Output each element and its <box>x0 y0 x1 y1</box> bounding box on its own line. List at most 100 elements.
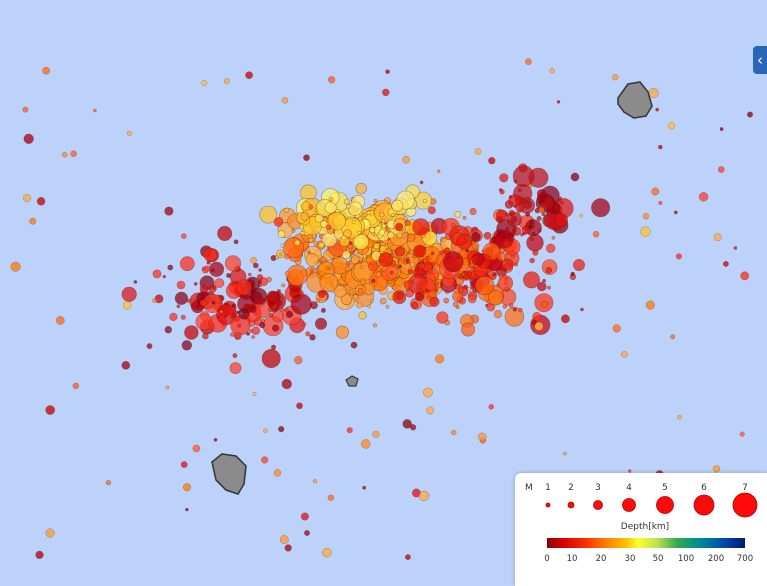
epicenter[interactable] <box>291 228 296 233</box>
epicenter[interactable] <box>443 297 450 304</box>
epicenter[interactable] <box>396 232 403 239</box>
epicenter[interactable] <box>10 261 21 272</box>
epicenter[interactable] <box>203 265 211 272</box>
panel-toggle-button[interactable]: ‹ <box>753 46 767 74</box>
epicenter[interactable] <box>165 385 170 390</box>
epicenter[interactable] <box>677 414 682 420</box>
epicenter[interactable] <box>506 211 522 227</box>
epicenter[interactable] <box>360 265 364 269</box>
epicenter[interactable] <box>224 255 242 272</box>
epicenter[interactable] <box>152 298 158 304</box>
epicenter[interactable] <box>259 322 266 329</box>
epicenter[interactable] <box>501 258 514 271</box>
epicenter[interactable] <box>713 233 722 242</box>
epicenter[interactable] <box>452 301 459 308</box>
epicenter[interactable] <box>55 316 65 325</box>
epicenter[interactable] <box>266 276 272 283</box>
epicenter[interactable] <box>314 213 324 223</box>
epicenter[interactable] <box>572 258 585 271</box>
epicenter[interactable] <box>214 278 225 289</box>
epicenter[interactable] <box>431 262 436 267</box>
epicenter[interactable] <box>454 210 462 218</box>
epicenter[interactable] <box>181 233 187 239</box>
epicenter[interactable] <box>387 231 395 239</box>
epicenter[interactable] <box>304 530 310 536</box>
epicenter[interactable] <box>675 253 682 260</box>
epicenter[interactable] <box>436 169 441 173</box>
epicenter[interactable] <box>483 231 492 240</box>
epicenter[interactable] <box>348 201 363 216</box>
epicenter[interactable] <box>504 306 525 327</box>
epicenter[interactable] <box>537 228 542 233</box>
epicenter[interactable] <box>435 354 445 364</box>
epicenter[interactable] <box>560 314 570 324</box>
epicenter[interactable] <box>379 245 387 253</box>
epicenter[interactable] <box>335 325 350 339</box>
epicenter[interactable] <box>284 308 289 313</box>
epicenter[interactable] <box>528 224 534 230</box>
epicenter[interactable] <box>385 69 390 75</box>
epicenter[interactable] <box>369 227 376 234</box>
epicenter[interactable] <box>386 247 391 252</box>
epicenter[interactable] <box>492 272 497 277</box>
epicenter[interactable] <box>271 310 284 323</box>
epicenter[interactable] <box>722 260 729 267</box>
epicenter[interactable] <box>279 307 284 312</box>
epicenter[interactable] <box>29 217 37 225</box>
epicenter[interactable] <box>477 432 487 442</box>
epicenter[interactable] <box>36 197 46 206</box>
epicenter[interactable] <box>284 271 290 277</box>
epicenter[interactable] <box>427 206 436 215</box>
epicenter[interactable] <box>152 269 162 279</box>
epicenter[interactable] <box>418 258 423 263</box>
epicenter[interactable] <box>352 294 358 299</box>
epicenter[interactable] <box>245 71 253 80</box>
epicenter[interactable] <box>450 223 456 228</box>
epicenter[interactable] <box>279 535 289 544</box>
epicenter[interactable] <box>556 100 561 104</box>
epicenter[interactable] <box>378 252 394 267</box>
epicenter[interactable] <box>280 243 285 248</box>
epicenter[interactable] <box>42 66 50 75</box>
epicenter[interactable] <box>211 300 216 305</box>
epicenter[interactable] <box>277 230 286 238</box>
epicenter[interactable] <box>528 183 533 188</box>
epicenter[interactable] <box>526 234 544 252</box>
epicenter[interactable] <box>353 233 369 250</box>
epicenter[interactable] <box>532 311 542 321</box>
epicenter[interactable] <box>538 206 545 214</box>
epicenter[interactable] <box>612 74 619 81</box>
epicenter[interactable] <box>202 332 209 340</box>
epicenter[interactable] <box>284 253 290 260</box>
epicenter[interactable] <box>35 550 44 560</box>
epicenter[interactable] <box>541 259 558 275</box>
epicenter[interactable] <box>184 325 199 340</box>
epicenter[interactable] <box>358 260 363 265</box>
epicenter[interactable] <box>541 212 546 216</box>
epicenter[interactable] <box>274 255 279 260</box>
epicenter[interactable] <box>203 247 218 262</box>
epicenter[interactable] <box>404 220 411 227</box>
epicenter[interactable] <box>512 165 535 187</box>
epicenter[interactable] <box>249 305 257 314</box>
epicenter[interactable] <box>391 213 395 217</box>
epicenter[interactable] <box>558 196 562 201</box>
epicenter[interactable] <box>348 241 353 245</box>
epicenter[interactable] <box>327 76 336 84</box>
epicenter[interactable] <box>322 547 332 558</box>
epicenter[interactable] <box>471 242 480 250</box>
epicenter[interactable] <box>213 437 218 442</box>
epicenter[interactable] <box>508 194 521 207</box>
epicenter[interactable] <box>525 58 532 66</box>
epicenter[interactable] <box>355 182 367 195</box>
epicenter[interactable] <box>193 282 198 286</box>
epicenter[interactable] <box>61 151 68 158</box>
epicenter[interactable] <box>258 268 262 272</box>
epicenter[interactable] <box>521 225 531 235</box>
epicenter[interactable] <box>219 309 224 314</box>
epicenter[interactable] <box>425 255 430 261</box>
epicenter[interactable] <box>320 307 326 313</box>
epicenter[interactable] <box>498 274 503 279</box>
epicenter[interactable] <box>190 298 195 303</box>
epicenter[interactable] <box>312 479 318 484</box>
